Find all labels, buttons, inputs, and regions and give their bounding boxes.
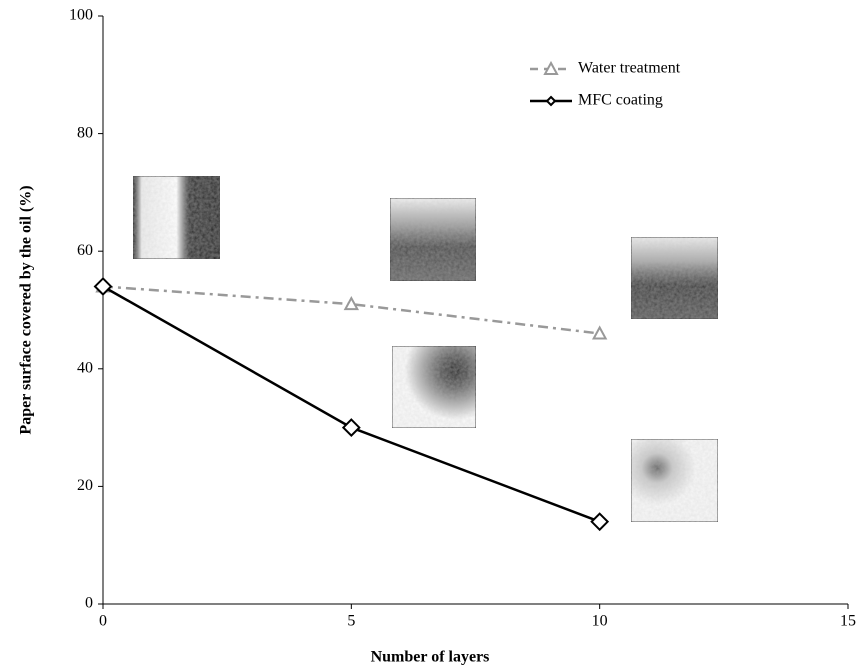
- inset-image: [630, 438, 719, 523]
- y-tick-label: 40: [77, 359, 93, 376]
- inset-image: [391, 345, 477, 429]
- legend-label: Water treatment: [578, 60, 681, 77]
- legend-label: MFC coating: [578, 92, 663, 109]
- marker: [93, 277, 113, 296]
- y-tick-label: 80: [77, 124, 93, 141]
- marker: [590, 512, 610, 532]
- legend-marker: [545, 95, 557, 107]
- marker: [343, 296, 360, 311]
- marker: [341, 418, 361, 438]
- inset-image: [389, 197, 477, 282]
- x-tick-label: 0: [99, 613, 107, 630]
- inset-image: [132, 175, 221, 260]
- series-line: [102, 285, 600, 335]
- legend-marker: [543, 60, 559, 75]
- inset-image: [630, 236, 719, 320]
- y-tick-label: 0: [85, 595, 93, 612]
- x-tick-label: 15: [840, 613, 856, 630]
- x-tick-label: 10: [592, 613, 608, 630]
- y-axis-title: Paper surface covered by the oil (%): [18, 185, 35, 434]
- marker: [591, 325, 608, 340]
- y-tick-label: 20: [77, 477, 93, 494]
- y-tick-label: 60: [77, 242, 93, 259]
- y-tick-label: 100: [69, 7, 93, 24]
- inset-images: [132, 175, 719, 523]
- x-axis-title: Number of layers: [371, 649, 490, 666]
- x-tick-label: 5: [347, 613, 355, 630]
- series-line: [102, 285, 601, 523]
